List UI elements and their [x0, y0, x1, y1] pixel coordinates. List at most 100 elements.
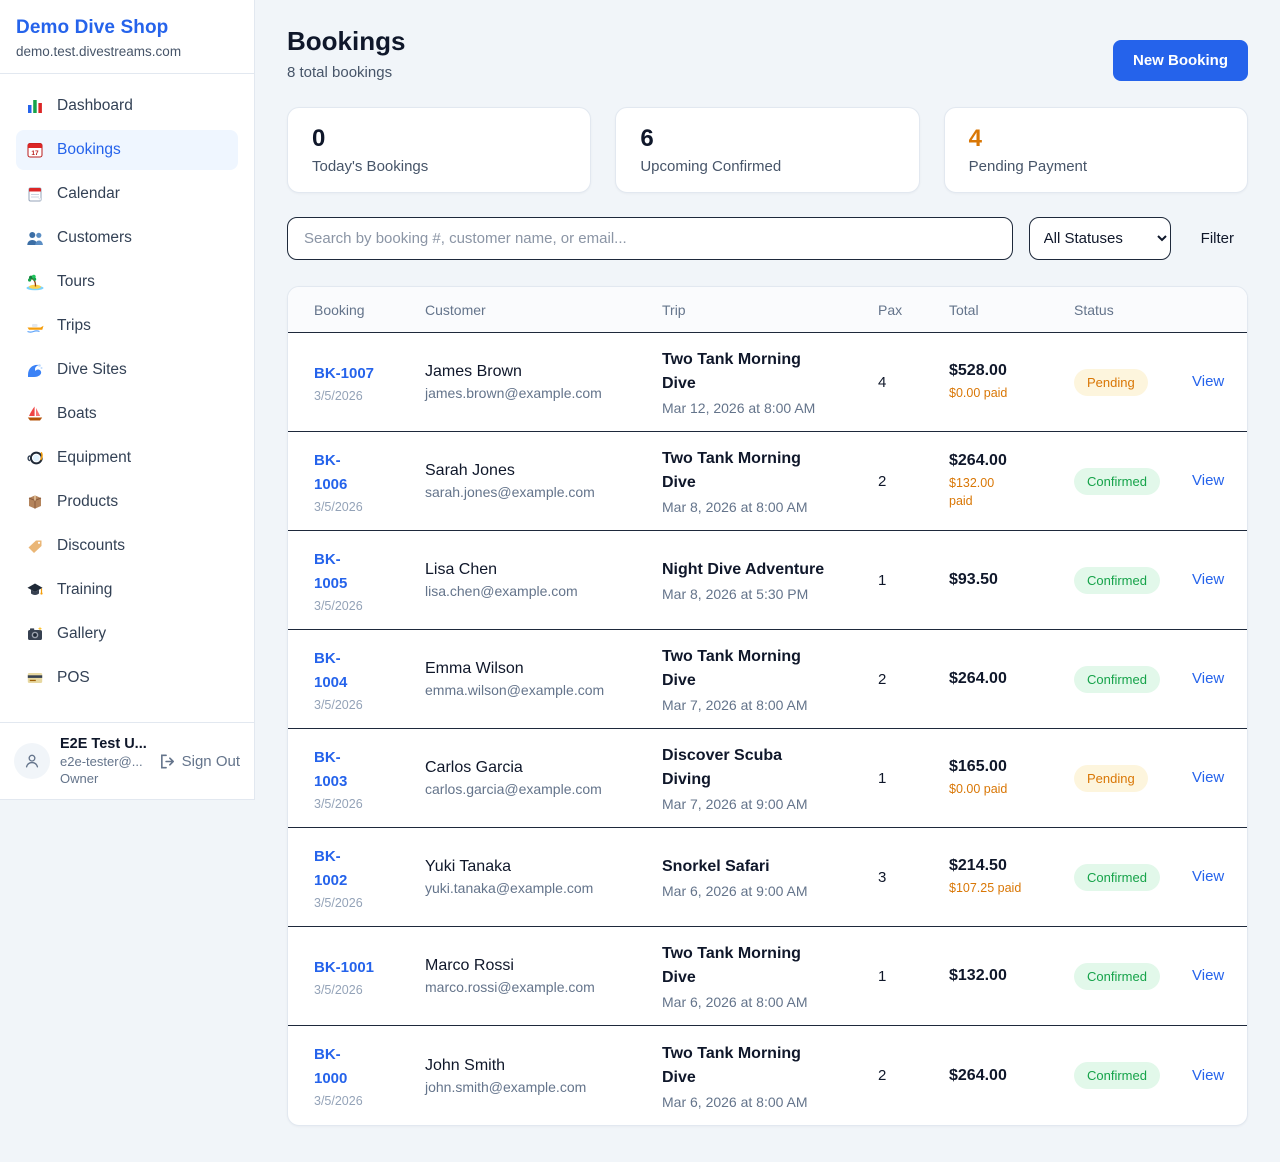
package-icon [26, 493, 44, 511]
trip-datetime: Mar 8, 2026 at 8:00 AM [662, 499, 808, 515]
sidebar-item-bookings[interactable]: 17 Bookings [16, 130, 238, 170]
pax-count: 4 [878, 373, 887, 391]
booking-id-link[interactable]: BK- 1004 [314, 649, 348, 691]
view-link[interactable]: View [1192, 571, 1225, 588]
trip-name: Snorkel Safari [662, 858, 770, 875]
pax-count: 1 [878, 967, 887, 985]
new-booking-button[interactable]: New Booking [1112, 40, 1248, 81]
trip-name: Two Tank Morning Dive [662, 945, 801, 986]
view-link[interactable]: View [1192, 1066, 1225, 1084]
view-link[interactable]: View [1192, 670, 1225, 687]
status-badge: Pending [1074, 764, 1148, 792]
sidebar-item-customers[interactable]: Customers [16, 218, 238, 258]
view-link[interactable]: View [1192, 967, 1225, 984]
sidebar-item-calendar[interactable]: Calendar [16, 174, 238, 214]
sidebar-item-training[interactable]: Training [16, 570, 238, 610]
sign-out-button[interactable]: Sign Out [159, 753, 240, 770]
sidebar-item-pos[interactable]: POS [16, 658, 238, 698]
trip-name: Two Tank Morning Dive [662, 1044, 801, 1086]
sidebar-item-gallery[interactable]: Gallery [16, 614, 238, 654]
paid-amount: $132.00 paid [949, 475, 995, 508]
bar-chart-icon [26, 97, 44, 115]
customer-email: carlos.garcia@example.com [425, 781, 602, 797]
camera-icon [26, 625, 44, 643]
status-badge: Pending [1074, 368, 1148, 396]
table-row: BK- 1004 3/5/2026 Emma Wilson emma.wilson@… [288, 630, 1247, 729]
booking-id-link[interactable]: BK-1001 [314, 958, 375, 976]
trip-name: Night Dive Adventure [662, 561, 825, 578]
booking-id-link[interactable]: BK- 1002 [314, 847, 348, 889]
status-filter-select[interactable]: All Statuses [1028, 217, 1171, 260]
view-link[interactable]: View [1192, 472, 1225, 489]
bookings-calendar-icon: 17 [26, 141, 44, 159]
pax-count: 1 [878, 571, 887, 589]
sidebar-item-dive-sites[interactable]: Dive Sites [16, 350, 238, 390]
sidebar-item-label: Calendar [57, 185, 120, 202]
status-badge: Confirmed [1074, 962, 1160, 990]
sidebar-item-label: Bookings [57, 141, 121, 158]
tag-icon [26, 537, 44, 555]
total-amount: $165.00 [949, 757, 1007, 775]
booking-date: 3/5/2026 [314, 499, 363, 514]
stat-value: 0 [312, 125, 326, 152]
view-link[interactable]: View [1192, 868, 1225, 885]
trip-name: Discover Scuba Diving [662, 747, 783, 788]
pax-count: 2 [878, 472, 887, 490]
sidebar-item-trips[interactable]: Trips [16, 306, 238, 346]
user-role: Owner [60, 771, 99, 786]
paid-amount: $0.00 paid [949, 781, 1008, 796]
sidebar-item-equipment[interactable]: Equipment [16, 438, 238, 478]
sidebar: Demo Dive Shop demo.test.divestreams.com… [0, 0, 255, 800]
sidebar-item-boats[interactable]: Boats [16, 394, 238, 434]
customer-email: sarah.jones@example.com [425, 484, 595, 500]
sidebar-item-products[interactable]: Products [16, 482, 238, 522]
brand-domain: demo.test.divestreams.com [16, 44, 182, 59]
booking-date: 3/5/2026 [314, 1094, 363, 1108]
booking-id-link[interactable]: BK-1007 [314, 364, 375, 382]
customer-name: Emma Wilson [425, 660, 524, 677]
sidebar-item-dashboard[interactable]: Dashboard [16, 86, 238, 126]
user-email: e2e-tester@... [60, 754, 143, 769]
booking-date: 3/5/2026 [314, 895, 363, 910]
sidebar-user-section: E2E Test U... e2e-tester@... Owner Sign … [0, 722, 254, 799]
sidebar-item-label: Equipment [57, 449, 132, 466]
booking-date: 3/5/2026 [314, 388, 363, 403]
customer-name: Sarah Jones [425, 462, 515, 479]
booking-date: 3/5/2026 [314, 982, 363, 997]
customer-email: marco.rossi@example.com [425, 979, 595, 995]
view-link[interactable]: View [1192, 769, 1225, 786]
customer-email: emma.wilson@example.com [425, 682, 605, 698]
booking-id-link[interactable]: BK- 1000 [314, 1046, 348, 1087]
table-row: BK- 1002 3/5/2026 Yuki Tanaka yuki.tanaka@… [288, 828, 1247, 927]
sidebar-item-label: Discounts [57, 537, 126, 554]
sidebar-item-discounts[interactable]: Discounts [16, 526, 238, 566]
sidebar-item-label: POS [57, 669, 90, 686]
sidebar-item-label: Dive Sites [57, 361, 127, 378]
status-badge: Confirmed [1074, 863, 1160, 891]
filter-button[interactable]: Filter [1187, 230, 1248, 247]
user-meta: E2E Test U... e2e-tester@... Owner [60, 736, 147, 786]
total-amount: $93.50 [949, 571, 998, 588]
avatar [14, 743, 50, 779]
trip-datetime: Mar 7, 2026 at 8:00 AM [662, 697, 808, 713]
column-header-customer: Customer [425, 301, 486, 318]
customer-email: yuki.tanaka@example.com [425, 880, 594, 896]
trip-datetime: Mar 6, 2026 at 8:00 AM [662, 994, 808, 1010]
logout-icon [160, 754, 174, 768]
booking-id-link[interactable]: BK- 1005 [314, 550, 348, 592]
booking-id-link[interactable]: BK- 1006 [314, 451, 348, 493]
sidebar-item-tours[interactable]: Tours [16, 262, 238, 302]
wave-icon [26, 361, 44, 379]
trip-datetime: Mar 6, 2026 at 9:00 AM [662, 883, 808, 899]
booking-id-link[interactable]: BK- 1003 [314, 748, 348, 790]
booking-date: 3/5/2026 [314, 598, 363, 613]
status-badge: Confirmed [1074, 566, 1160, 594]
pax-count: 1 [878, 769, 887, 787]
view-link[interactable]: View [1192, 373, 1225, 390]
sailboat-icon [26, 405, 44, 423]
total-amount: $528.00 [949, 361, 1007, 379]
search-input[interactable] [287, 217, 1013, 260]
sidebar-item-label: Tours [57, 273, 95, 290]
speedboat-icon [26, 317, 44, 335]
table-row: BK- 1003 3/5/2026 Carlos Garcia carlos.gar… [288, 729, 1247, 828]
